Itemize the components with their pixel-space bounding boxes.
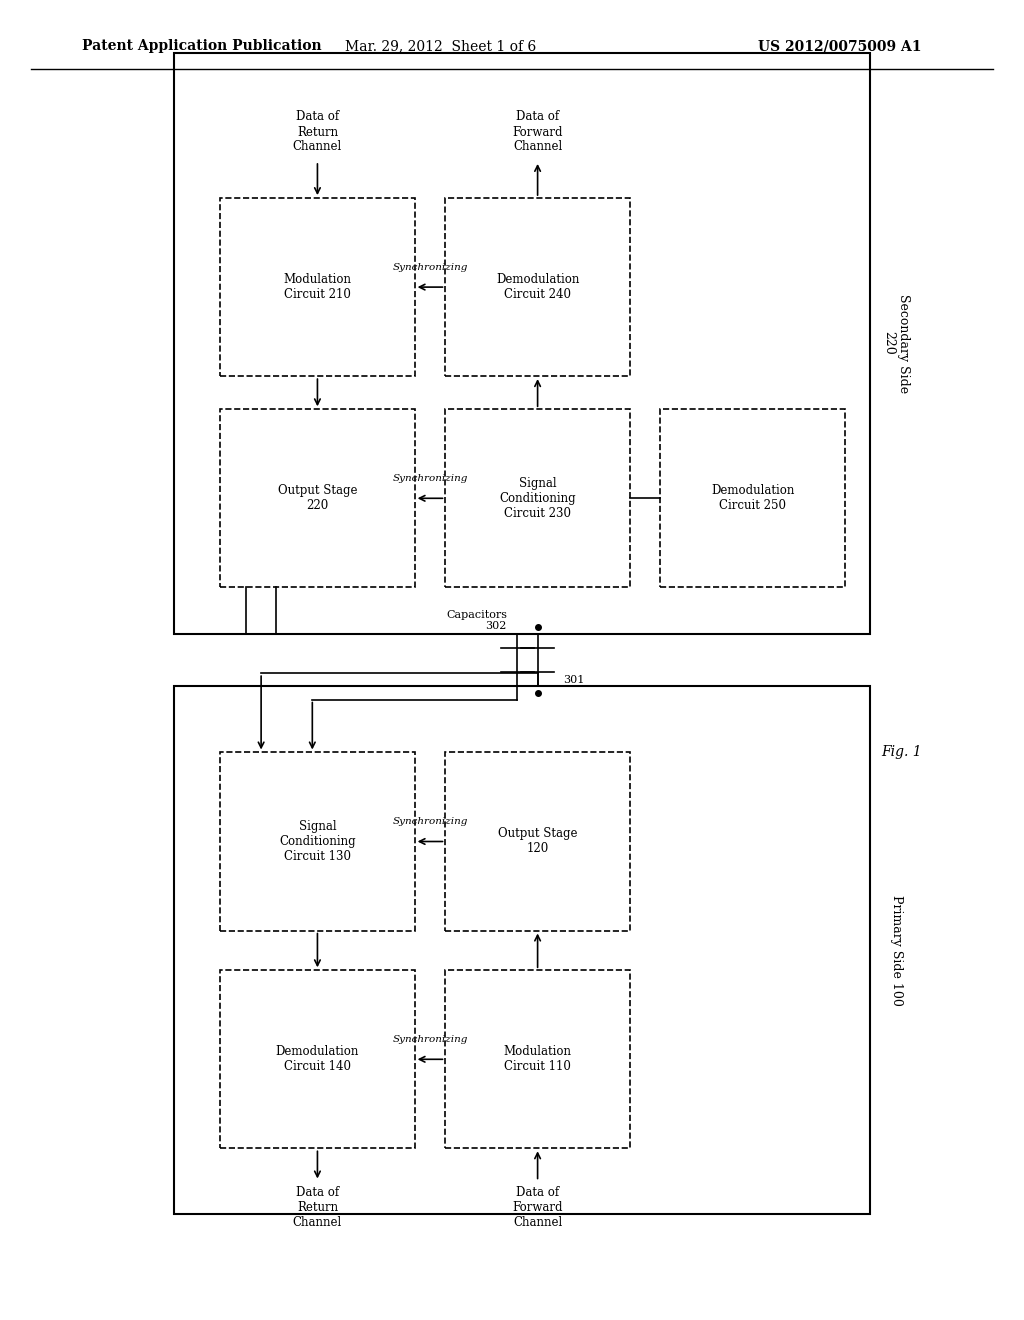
FancyBboxPatch shape: [445, 752, 630, 931]
FancyBboxPatch shape: [220, 752, 415, 931]
FancyBboxPatch shape: [445, 198, 630, 376]
FancyBboxPatch shape: [445, 970, 630, 1148]
Text: Data of
Forward
Channel: Data of Forward Channel: [512, 111, 563, 153]
Text: Data of
Return
Channel: Data of Return Channel: [293, 111, 342, 153]
Text: Fig. 1: Fig. 1: [881, 746, 922, 759]
Text: Secondary Side
220: Secondary Side 220: [882, 293, 910, 393]
Text: Modulation
Circuit 210: Modulation Circuit 210: [284, 273, 351, 301]
Text: Data of
Forward
Channel: Data of Forward Channel: [512, 1187, 563, 1229]
Text: Signal
Conditioning
Circuit 130: Signal Conditioning Circuit 130: [280, 820, 355, 863]
Text: Synchronizing: Synchronizing: [392, 474, 468, 483]
Text: US 2012/0075009 A1: US 2012/0075009 A1: [758, 40, 922, 53]
Text: Synchronizing: Synchronizing: [392, 263, 468, 272]
FancyBboxPatch shape: [220, 970, 415, 1148]
FancyBboxPatch shape: [660, 409, 845, 587]
Text: Primary Side 100: Primary Side 100: [890, 895, 902, 1006]
Text: Output Stage
220: Output Stage 220: [278, 484, 357, 512]
Text: Signal
Conditioning
Circuit 230: Signal Conditioning Circuit 230: [500, 477, 575, 520]
Text: Data of
Return
Channel: Data of Return Channel: [293, 1187, 342, 1229]
Text: Synchronizing: Synchronizing: [392, 817, 468, 826]
Text: Output Stage
120: Output Stage 120: [498, 828, 578, 855]
Text: Demodulation
Circuit 240: Demodulation Circuit 240: [496, 273, 580, 301]
FancyBboxPatch shape: [220, 198, 415, 376]
FancyBboxPatch shape: [174, 53, 870, 634]
FancyBboxPatch shape: [445, 409, 630, 587]
FancyBboxPatch shape: [174, 686, 870, 1214]
Text: Patent Application Publication: Patent Application Publication: [82, 40, 322, 53]
Text: Demodulation
Circuit 250: Demodulation Circuit 250: [711, 484, 795, 512]
Text: Modulation
Circuit 110: Modulation Circuit 110: [504, 1045, 571, 1073]
Text: Capacitors
302: Capacitors 302: [445, 610, 507, 631]
Text: Demodulation
Circuit 140: Demodulation Circuit 140: [275, 1045, 359, 1073]
FancyBboxPatch shape: [220, 409, 415, 587]
Text: Mar. 29, 2012  Sheet 1 of 6: Mar. 29, 2012 Sheet 1 of 6: [345, 40, 536, 53]
Text: Synchronizing: Synchronizing: [392, 1035, 468, 1044]
Text: 301: 301: [563, 675, 585, 685]
